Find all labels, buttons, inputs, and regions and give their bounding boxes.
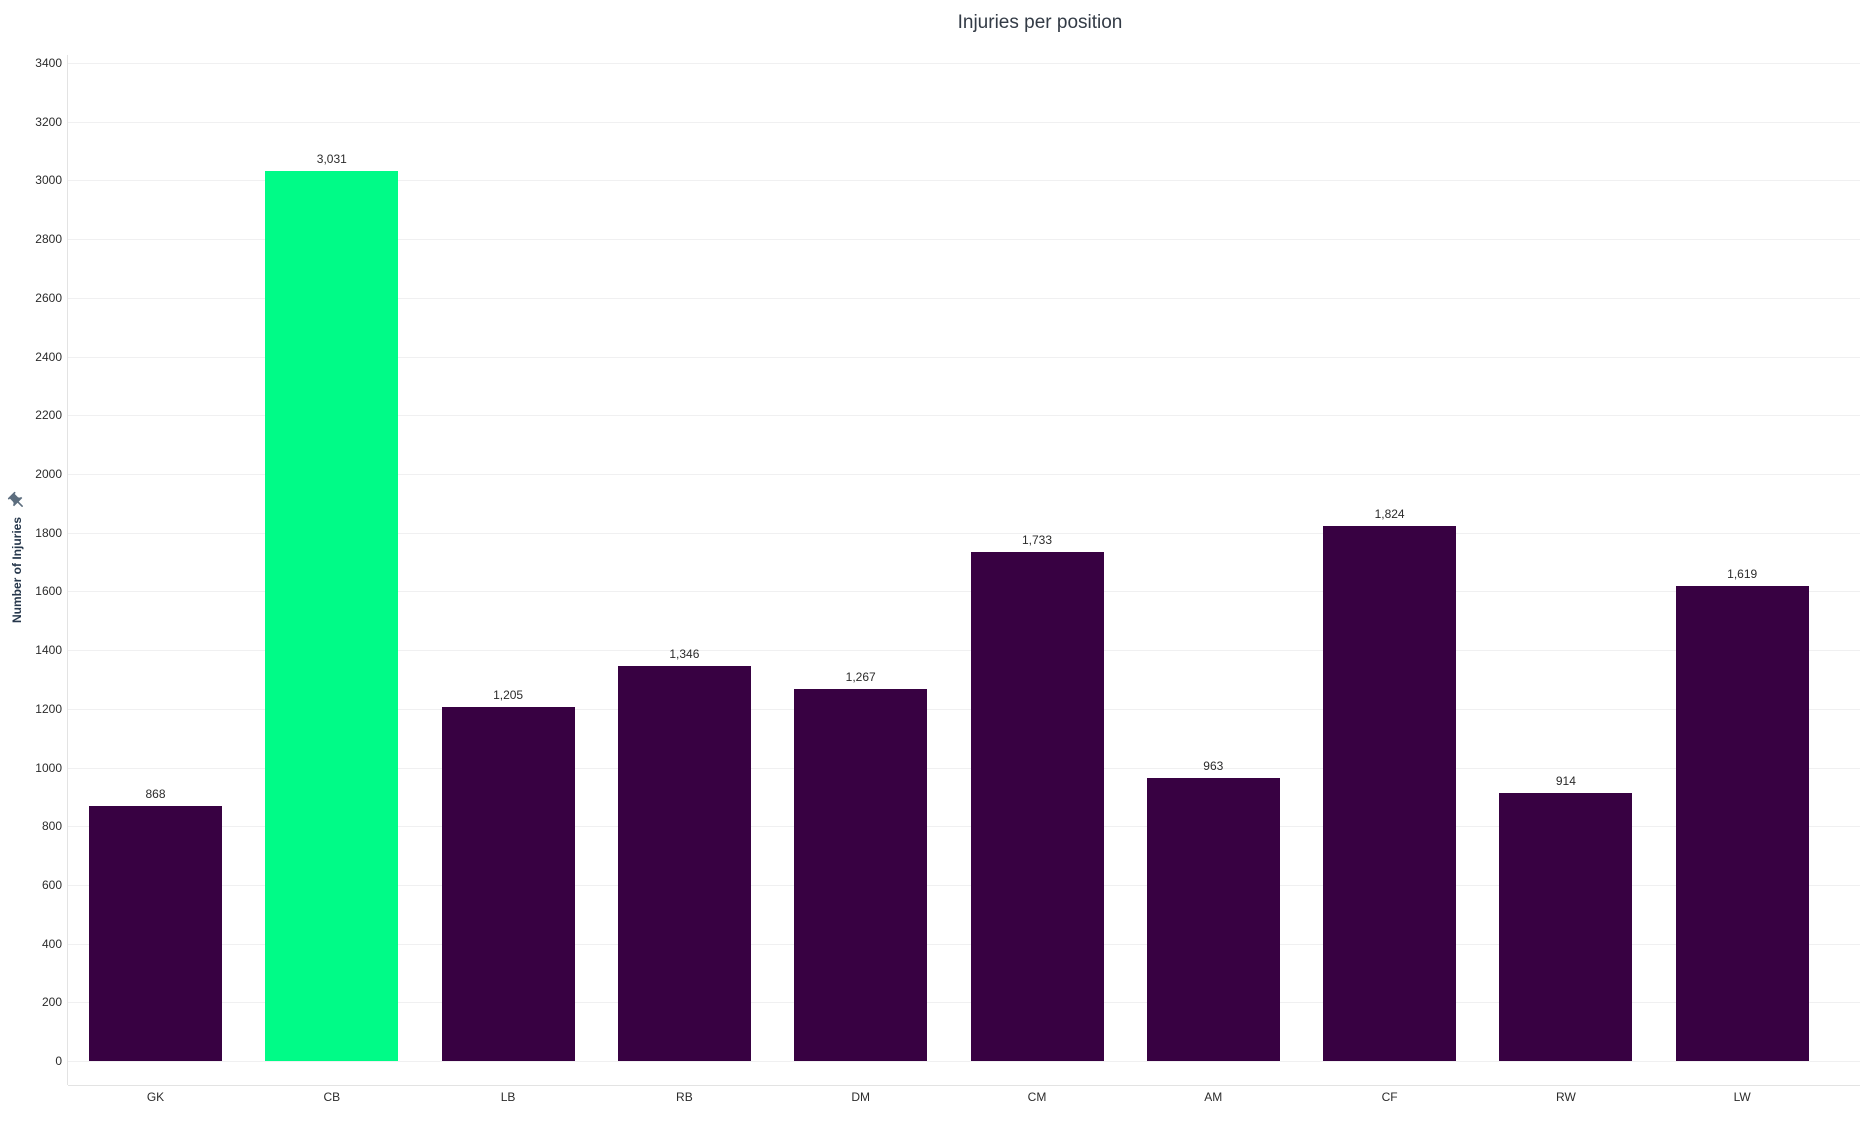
- bar-value-label: 963: [1203, 759, 1224, 774]
- bar-value-label: 1,267: [845, 670, 876, 685]
- y-tick-label: 1800: [35, 525, 62, 540]
- bar-value-label: 1,205: [493, 688, 524, 703]
- bar-cm[interactable]: [970, 552, 1104, 1061]
- bar-lb[interactable]: [441, 707, 575, 1061]
- y-tick-label: 1000: [35, 760, 62, 775]
- y-tick-label: 2200: [35, 408, 62, 423]
- gridline: [68, 708, 1860, 710]
- y-tick-label: 2400: [35, 349, 62, 364]
- y-tick-label: 600: [41, 877, 62, 892]
- bar-dm[interactable]: [794, 689, 928, 1061]
- y-tick-label: 800: [41, 819, 62, 834]
- y-tick-label: 2600: [35, 290, 62, 305]
- y-tick-label: 3200: [35, 114, 62, 129]
- x-tick-label-cb: CB: [323, 1090, 341, 1104]
- gridline: [68, 767, 1860, 769]
- gridline: [68, 591, 1860, 593]
- x-tick-label-lb: LB: [500, 1090, 516, 1104]
- chart-title: Injuries per position: [957, 12, 1123, 33]
- x-tick-label-gk: GK: [146, 1090, 165, 1104]
- y-tick-label: 3400: [35, 56, 62, 70]
- bar-value-label: 1,619: [1727, 566, 1758, 581]
- gridline: [68, 63, 1860, 64]
- bar-cf[interactable]: [1323, 525, 1457, 1061]
- bar-value-label: 1,824: [1374, 506, 1405, 521]
- gridline: [68, 239, 1860, 241]
- bar-value-label: 914: [1555, 773, 1576, 788]
- y-tick-label: 400: [41, 936, 62, 951]
- x-tick-label-cm: CM: [1027, 1090, 1047, 1104]
- x-tick-label-rb: RB: [676, 1090, 693, 1104]
- gridline: [68, 650, 1860, 652]
- gridline: [68, 943, 1860, 945]
- pushpin-icon-shape: [7, 491, 23, 507]
- gridline: [68, 121, 1860, 123]
- y-tick-label: 1200: [35, 701, 62, 716]
- y-tick-label: 1400: [35, 643, 62, 658]
- gridline: [68, 180, 1860, 182]
- gridline: [68, 532, 1860, 534]
- bar-rw[interactable]: [1499, 792, 1633, 1061]
- bar-value-label: 1,733: [1021, 533, 1053, 548]
- y-tick-label: 0: [55, 1054, 62, 1068]
- gridline: [68, 356, 1860, 358]
- y-tick-label: 1600: [35, 584, 62, 599]
- gridline: [68, 297, 1860, 299]
- bar-am[interactable]: [1146, 778, 1280, 1061]
- x-tick-label-am: AM: [1204, 1090, 1223, 1104]
- bar-rb[interactable]: [617, 665, 751, 1061]
- y-tick-label: 2800: [35, 232, 62, 247]
- gridline: [68, 1002, 1860, 1004]
- x-tick-label-lw: LW: [1733, 1090, 1751, 1104]
- bar-value-label: 1,346: [669, 646, 700, 661]
- x-tick-label-rw: RW: [1556, 1090, 1576, 1104]
- gridline: [68, 884, 1860, 886]
- bar-gk[interactable]: [89, 806, 222, 1061]
- y-tick-label: 200: [41, 995, 62, 1010]
- y-tick-label: 3000: [35, 173, 62, 188]
- gridline: [68, 415, 1860, 417]
- gridline: [68, 1061, 1860, 1062]
- x-tick-label-cf: CF: [1381, 1090, 1398, 1104]
- bar-cb[interactable]: [265, 171, 399, 1061]
- x-axis-line: [68, 1085, 1860, 1086]
- y-axis-line: [67, 55, 68, 1085]
- x-tick-label-dm: DM: [851, 1090, 871, 1104]
- gridline: [68, 473, 1860, 475]
- bar-value-label: 868: [145, 787, 166, 802]
- bar-lw[interactable]: [1675, 585, 1809, 1061]
- y-tick-label: 2000: [35, 466, 62, 481]
- gridline: [68, 826, 1860, 828]
- bar-value-label: 3,031: [316, 152, 347, 167]
- pushpin-icon[interactable]: [3, 487, 31, 515]
